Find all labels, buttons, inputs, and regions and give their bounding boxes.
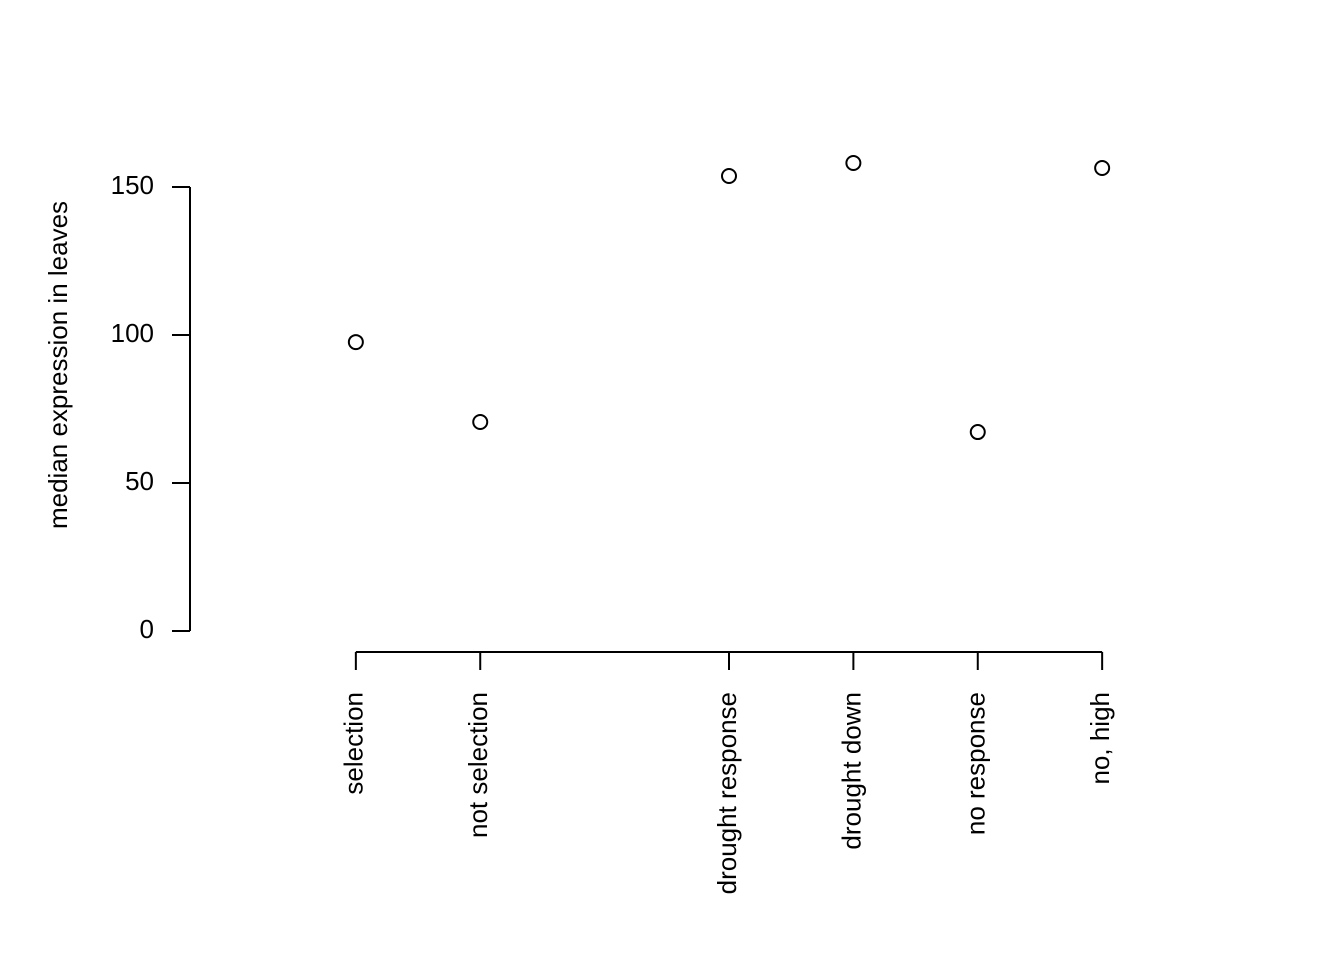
x-tick-label: selection — [339, 692, 369, 795]
x-tick-label: drought down — [836, 692, 866, 850]
point — [721, 168, 737, 185]
y-tick-label: 0 — [140, 614, 154, 644]
point — [969, 424, 986, 441]
x-tick-label: drought response — [712, 692, 742, 894]
point — [472, 413, 489, 430]
y-axis-label: median expression in leaves — [43, 201, 73, 529]
y-tick-label: 150 — [111, 170, 154, 200]
x-tick-label: no, high — [1085, 692, 1115, 785]
y-tick-label: 50 — [125, 466, 154, 496]
point — [845, 154, 862, 171]
point — [1094, 160, 1111, 177]
x-tick-label: not selection — [463, 692, 493, 838]
point — [347, 334, 364, 351]
y-tick-label: 100 — [111, 318, 154, 348]
x-tick-label: no response — [961, 692, 991, 835]
